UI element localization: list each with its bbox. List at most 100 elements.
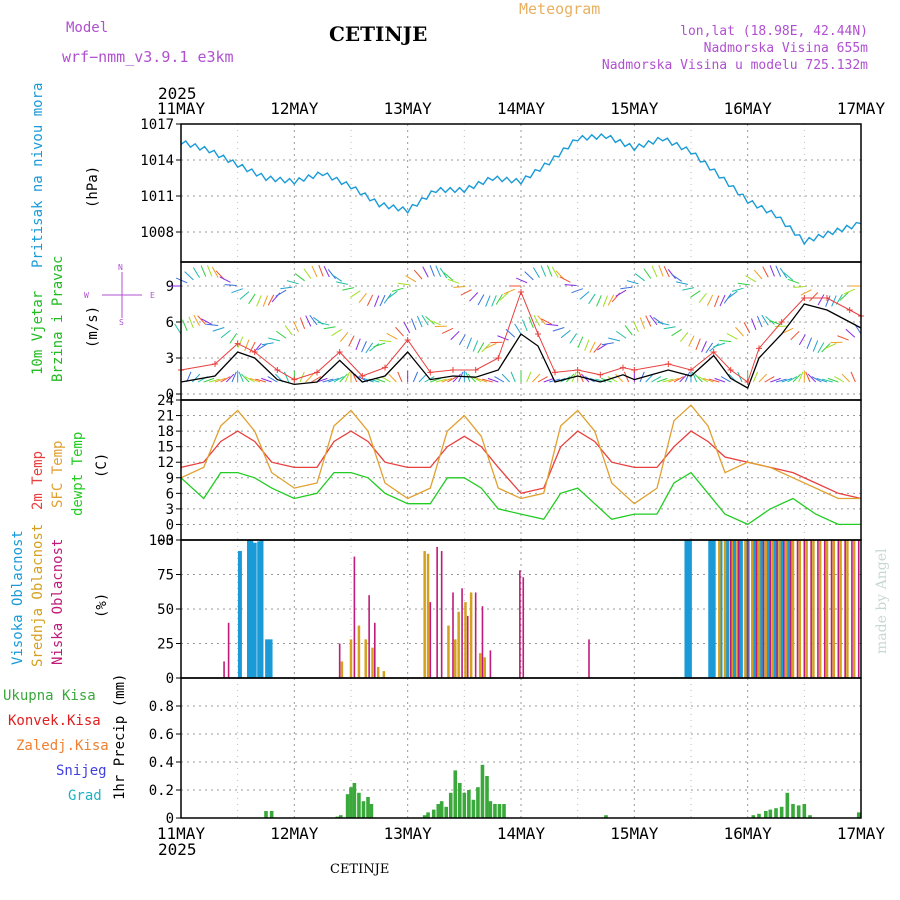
wind-arrow (328, 377, 339, 383)
cloud-low-bar (817, 540, 819, 678)
cloud-low-bar (796, 540, 799, 678)
ytick-label: 15 (157, 440, 174, 456)
cloud-mid-bar (784, 540, 788, 678)
coords-label: lon,lat (18.98E, 42.44N) (680, 24, 868, 39)
precip-total-label: Ukupna Kisa (3, 688, 96, 704)
ytick-label: 0 (166, 517, 174, 533)
wind-arrow (220, 329, 231, 339)
ytick-label: 9 (166, 279, 174, 295)
wind-arrow (552, 327, 565, 332)
wind-gust-marker (274, 367, 281, 373)
precip-bar (448, 792, 453, 818)
wind-arrow (395, 326, 404, 337)
wind-arrow (412, 371, 419, 383)
wind-gust-marker (535, 331, 541, 337)
wind-arrow (184, 271, 194, 281)
xtick-label-top: 17MAY (837, 99, 886, 118)
wind-arrow (386, 333, 398, 340)
wind-arrow (752, 371, 759, 383)
wind-arrow (620, 286, 633, 290)
wind-arrow (571, 288, 583, 294)
precip-bar (764, 811, 768, 818)
elevation-label: Nadmorska Visina 655m (703, 41, 868, 56)
wind-arrow (651, 376, 662, 383)
wind-arrow (219, 276, 231, 283)
wind-arrow (624, 325, 633, 336)
wind-arrow (663, 266, 670, 278)
wind-arrow (514, 323, 522, 335)
wind-arrow (193, 314, 200, 327)
cloud-low-bar (588, 639, 590, 678)
cloud-mid-bar (832, 540, 836, 678)
wind-label-line2: Brzina i Pravac (50, 256, 66, 382)
ytick-label: 1008 (140, 225, 174, 241)
wind-arrow (447, 376, 458, 383)
cloud-low-bar (489, 650, 492, 678)
wind-arrow (435, 265, 442, 277)
wind-arrow (727, 290, 738, 299)
wind-arrow (615, 373, 624, 383)
wind-arrow (608, 337, 621, 342)
xtick-label-top: 11MAY (157, 99, 206, 118)
cloud-high-bar (268, 639, 273, 678)
cloud-low-bar (789, 540, 792, 678)
wind-arrow (837, 335, 849, 341)
xtick-label-bottom: 16MAY (724, 824, 773, 843)
cloud-low-bar (851, 540, 853, 678)
wind-arrow (336, 281, 349, 285)
compass-e: E (150, 291, 155, 300)
wind-arrow (348, 335, 355, 347)
precip-bar (264, 811, 268, 818)
wind-gust-marker (404, 337, 411, 343)
precip-bar (471, 799, 476, 818)
precip-bar (369, 804, 374, 818)
wind-arrow (701, 341, 707, 353)
wind-arrow (391, 287, 404, 292)
cloud-mid-bar (426, 553, 430, 678)
wind-arrow (806, 337, 813, 350)
cloud-mid-bar (423, 551, 426, 678)
wind-arrow (257, 343, 268, 351)
wind-arrow (366, 294, 374, 306)
wind-arrow (758, 373, 767, 383)
precip-bar (802, 804, 807, 818)
wind-gust-marker (688, 367, 694, 373)
wind-arrow (388, 373, 397, 383)
wind-arrow (203, 377, 215, 383)
wind-arrow (657, 321, 670, 326)
wind-arrow (244, 339, 250, 352)
cloud-high-bar (684, 540, 689, 678)
wind-gust-marker (427, 369, 434, 376)
wind-arrow (229, 333, 238, 344)
wind-gust-marker (450, 367, 456, 373)
cloud-low-bar (474, 592, 477, 678)
cloud-high-bar (711, 540, 716, 678)
wind-arrow (792, 373, 801, 383)
wind-arrow (546, 323, 559, 327)
wind-arrow (589, 341, 596, 353)
wind-arrow (783, 272, 794, 281)
wind-arrow (439, 267, 448, 279)
wind-arrow (284, 325, 293, 336)
temp2m-label: 2m Temp (30, 451, 46, 510)
wind-arrow (452, 373, 461, 383)
wind-arrow (318, 265, 324, 277)
cloud-low-label: Niska Oblacnost (50, 539, 66, 665)
precip-bar (444, 806, 448, 818)
compass-s: S (119, 318, 124, 327)
credit-text: made by Angel (874, 548, 890, 654)
cloud-mid-bar (798, 540, 802, 678)
wind-arrow (262, 295, 269, 307)
wind-arrow (241, 373, 250, 383)
precip-bar (352, 783, 357, 818)
cloud-high-bar (752, 540, 757, 678)
wind-arrow (839, 291, 849, 301)
cloud-high-bar (265, 639, 270, 678)
wind-arrow (720, 376, 731, 383)
cloud-mid-bar (791, 540, 795, 678)
wind-arrow (698, 376, 709, 383)
wind-arrow (643, 268, 652, 279)
wind-arrow (817, 294, 825, 306)
wind-gust-marker (291, 376, 298, 383)
wind-gust-marker (359, 373, 366, 379)
